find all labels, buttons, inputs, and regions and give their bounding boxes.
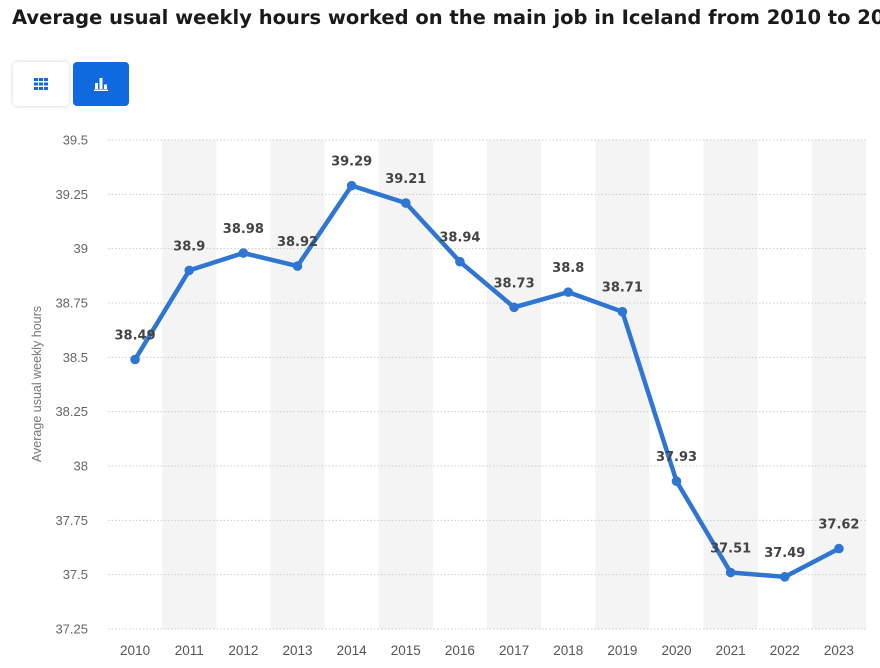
series-line-segment (132, 268, 192, 362)
data-label: 39.21 (385, 172, 426, 187)
y-tick-label: 38.5 (63, 350, 88, 365)
y-tick-label: 38.75 (55, 296, 88, 311)
data-label: 38.9 (173, 239, 205, 254)
data-point (400, 198, 411, 208)
series-line-segment (511, 289, 571, 310)
data-label: 38.8 (552, 261, 584, 276)
column-band (378, 140, 433, 629)
data-label: 38.92 (277, 235, 318, 250)
column-band (595, 140, 650, 629)
x-tick-label: 2016 (445, 643, 475, 658)
series-line-segment (728, 570, 788, 580)
data-label: 39.29 (331, 155, 372, 170)
series-line-segment (674, 478, 733, 575)
data-label: 37.51 (710, 541, 751, 556)
data-label: 38.98 (223, 222, 264, 237)
data-point (292, 261, 303, 271)
y-tick-label: 37.5 (63, 567, 88, 582)
column-band (703, 140, 758, 629)
x-tick-label: 2023 (824, 643, 854, 658)
series-line-segment (241, 250, 300, 269)
data-point (617, 306, 628, 317)
data-point (238, 248, 249, 258)
column-band (811, 140, 866, 629)
data-point (563, 287, 574, 297)
data-label: 38.94 (439, 231, 480, 246)
y-tick-label: 39.5 (63, 133, 88, 148)
data-label: 37.93 (656, 450, 697, 465)
x-tick-label: 2018 (553, 643, 583, 658)
data-label: 38.71 (602, 281, 643, 296)
data-point (184, 265, 195, 276)
data-label: 37.49 (764, 546, 805, 561)
series-line-segment (457, 259, 517, 310)
x-tick-label: 2012 (228, 643, 258, 658)
bar-chart-icon (94, 78, 108, 91)
x-tick-label: 2019 (607, 643, 637, 658)
y-tick-label: 37.75 (55, 513, 88, 528)
data-point (346, 180, 357, 191)
series-line-segment (295, 183, 354, 269)
table-view-button[interactable] (13, 62, 69, 106)
x-tick-label: 2013 (282, 643, 312, 658)
x-tick-label: 2021 (716, 643, 746, 658)
series-line-segment (403, 200, 463, 264)
data-point (509, 302, 519, 313)
y-tick-label: 39.25 (55, 187, 88, 202)
series-line-segment (782, 546, 842, 580)
x-tick-label: 2011 (175, 643, 204, 658)
x-tick-label: 2017 (499, 643, 529, 658)
data-point (725, 567, 736, 578)
data-point (834, 543, 844, 554)
grid-icon (34, 78, 48, 90)
data-label: 38.49 (115, 329, 156, 344)
y-tick-label: 39 (74, 241, 88, 256)
y-tick-label: 37.25 (55, 622, 88, 637)
chart-view-button[interactable] (73, 62, 129, 106)
y-tick-label: 38.25 (55, 404, 88, 419)
data-point (671, 476, 682, 487)
data-point (779, 572, 790, 582)
series-line-segment (620, 309, 679, 484)
column-band (162, 140, 217, 629)
x-tick-label: 2014 (337, 643, 368, 658)
x-tick-label: 2022 (770, 643, 800, 658)
y-tick-label: 38 (74, 459, 88, 474)
x-tick-label: 2015 (391, 643, 421, 658)
data-label: 38.73 (494, 276, 535, 291)
x-tick-label: 2010 (120, 643, 150, 658)
chart-title: Average usual weekly hours worked on the… (12, 6, 880, 29)
y-axis-label: Average usual weekly hours (30, 305, 44, 463)
series-line-segment (565, 289, 625, 314)
x-tick-label: 2020 (661, 643, 691, 658)
column-band (270, 140, 325, 629)
series-line-segment (349, 183, 409, 206)
series-line-segment (186, 250, 246, 273)
data-point (455, 256, 465, 267)
data-label: 37.62 (818, 518, 859, 533)
column-band (487, 140, 542, 629)
data-point (130, 354, 140, 365)
